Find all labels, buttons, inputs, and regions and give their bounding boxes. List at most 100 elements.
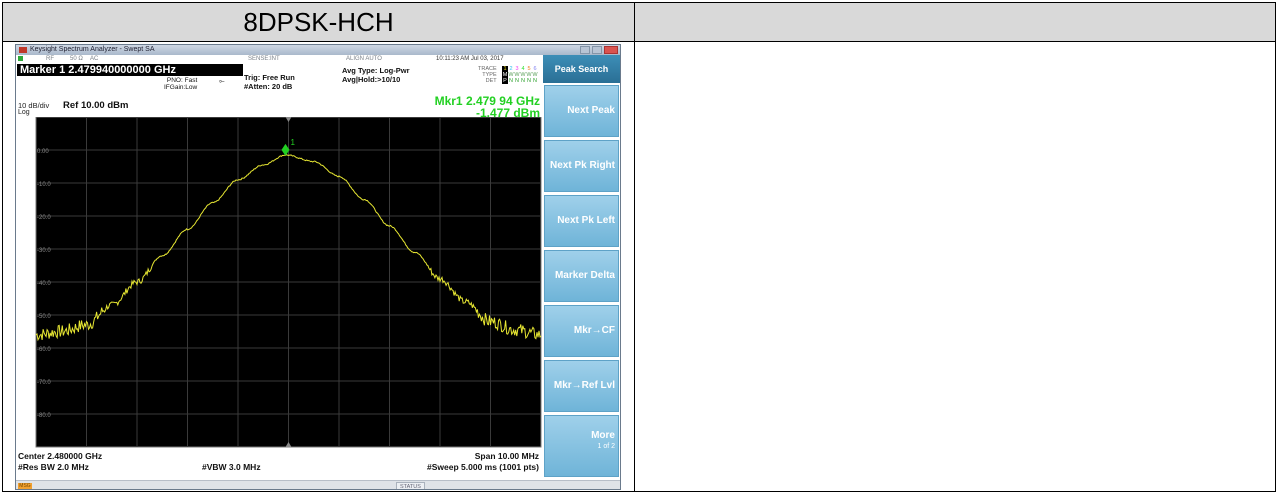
sense-label: SENSE:INT — [248, 56, 280, 62]
coupling-label: AC — [90, 56, 99, 62]
marker-delta-label: Marker Delta — [554, 270, 615, 281]
trace-type-4: W — [520, 72, 526, 78]
marker-frequency-field[interactable]: Marker 1 2.479940000000 GHz — [17, 64, 243, 76]
trace-number-2: 2 — [509, 66, 513, 72]
atten-label: #Atten: 20 dB — [244, 82, 293, 91]
trace-number-4: 4 — [521, 66, 525, 72]
settings-panel: Marker 1 2.479940000000 GHz PNO: Fast IF… — [16, 63, 543, 119]
marker-1-label: 1 — [290, 138, 295, 147]
minimize-button[interactable] — [580, 46, 590, 54]
scale-per-div: 10 dB/div — [18, 101, 50, 110]
next-pk-right-label: Next Pk Right — [549, 160, 615, 171]
trace-number-3: 3 — [515, 66, 519, 72]
sweep-time[interactable]: #Sweep 5.000 ms (1001 pts) — [427, 462, 539, 472]
avg-type-label: Avg Type: Log-Pwr — [342, 66, 410, 75]
more-label: More — [591, 430, 615, 441]
y-tick-label: -40.0 — [37, 281, 51, 287]
status-led-icon — [18, 56, 23, 61]
header-empty-cell — [635, 3, 1275, 42]
trace-det-3: N — [515, 78, 519, 84]
status-indicator[interactable]: STATUS — [396, 482, 425, 489]
trace-det-4: N — [521, 78, 525, 84]
window-title: Keysight Spectrum Analyzer - Swept SA — [30, 46, 155, 53]
window-titlebar: Keysight Spectrum Analyzer - Swept SA — [16, 45, 620, 55]
center-bottom-tick — [285, 442, 292, 447]
pno-label: PNO: Fast — [166, 77, 198, 84]
trace-type-3: W — [514, 72, 520, 78]
msg-icon[interactable]: MSG — [18, 483, 32, 489]
datetime-label: 10:11:23 AM Jul 03, 2017 — [436, 56, 504, 62]
pno-ifgain: PNO: Fast IFGain:Low — [164, 77, 197, 91]
marker-readout-level: -1.477 dBm — [475, 106, 540, 120]
mkr-ref-lvl-label: Mkr→Ref Lvl — [553, 380, 615, 391]
test-mode-title: 8DPSK-HCH — [3, 3, 635, 42]
trace-det-5: N — [527, 78, 531, 84]
mkr-cf-button[interactable]: Mkr→CF — [544, 305, 619, 357]
avg-hold-label: Avg|Hold:>10/10 — [342, 75, 401, 84]
trace-det-2: N — [509, 78, 513, 84]
y-tick-label: -60.0 — [37, 347, 51, 353]
avg-settings: Avg Type: Log-Pwr Avg|Hold:>10/10 — [342, 66, 410, 84]
screenshot-cell — [3, 42, 635, 491]
y-tick-label: -70.0 — [37, 380, 51, 386]
trigger-atten: Trig: Free Run #Atten: 20 dB — [244, 73, 295, 91]
center-frequency[interactable]: Center 2.480000 GHz — [18, 451, 103, 461]
y-tick-label: -50.0 — [37, 314, 51, 320]
message-bar: MSG STATUS — [16, 480, 620, 489]
marker-1-diamond — [281, 143, 290, 156]
close-button[interactable] — [604, 46, 618, 54]
trace-label: TRACE — [478, 66, 497, 72]
y-tick-label: -30.0 — [37, 248, 51, 254]
trace-type-1: M — [502, 72, 508, 78]
softkey-panel: Peak Search Next Peak Next Pk Right Next… — [543, 55, 620, 480]
y-tick-label: -10.0 — [37, 182, 51, 188]
marker-delta-button[interactable]: Marker Delta — [544, 250, 619, 302]
maximize-button[interactable] — [592, 46, 602, 54]
marker-readout: Mkr1 2.479 94 GHz -1.477 dBm — [435, 95, 540, 119]
trigger-icon: ⟜ — [219, 78, 225, 85]
softkey-menu-title: Peak Search — [543, 55, 620, 83]
resolution-bandwidth[interactable]: #Res BW 2.0 MHz — [18, 462, 89, 472]
trace-type-2: W — [508, 72, 514, 78]
impedance-label: 50 Ω — [70, 56, 83, 62]
y-tick-label: -20.0 — [37, 215, 51, 221]
ifgain-label: IFGain:Low — [164, 84, 198, 91]
y-tick-label: 0.00 — [37, 149, 49, 155]
reference-level[interactable]: Ref 10.00 dBm — [63, 100, 129, 111]
trace-type-5: W — [526, 72, 532, 78]
next-peak-button[interactable]: Next Peak — [544, 85, 619, 137]
more-button[interactable]: More 1 of 2 — [544, 415, 619, 477]
trace-number-5: 5 — [527, 66, 531, 72]
next-peak-label: Next Peak — [567, 105, 615, 116]
trace-labels: TRACE TYPE DET — [478, 66, 497, 84]
next-pk-left-label: Next Pk Left — [557, 215, 615, 226]
trig-label: Trig: Free Run — [244, 73, 295, 82]
video-bandwidth[interactable]: #VBW 3.0 MHz — [202, 462, 261, 472]
mkr-cf-label: Mkr→CF — [573, 325, 615, 336]
trace-det-6: N — [533, 78, 537, 84]
scale-row: 10 dB/div Log Ref 10.00 dBm — [16, 97, 543, 117]
mkr-ref-lvl-button[interactable]: Mkr→Ref Lvl — [544, 360, 619, 412]
sweep-settings: Center 2.480000 GHz #Res BW 2.0 MHz #VBW… — [16, 449, 543, 480]
center-top-tick — [285, 117, 292, 122]
det-label: DET — [485, 78, 497, 84]
next-pk-right-button[interactable]: Next Pk Right — [544, 140, 619, 192]
spectrum-analyzer-window: Keysight Spectrum Analyzer - Swept SA RF… — [15, 44, 621, 490]
span[interactable]: Span 10.00 MHz — [474, 451, 539, 461]
trace-number-6: 6 — [533, 66, 537, 72]
next-pk-left-button[interactable]: Next Pk Left — [544, 195, 619, 247]
align-label: ALIGN AUTO — [346, 56, 382, 62]
type-label: TYPE — [482, 72, 497, 78]
y-tick-label: -80.0 — [37, 413, 51, 419]
scale-type: Log — [18, 109, 30, 116]
marker-readout-freq: Mkr1 2.479 94 GHz — [434, 94, 540, 108]
trace-type-6: W — [532, 72, 538, 78]
app-icon — [19, 47, 27, 53]
trace-det-1: P — [502, 78, 508, 84]
spectrum-plot[interactable]: 0.00 -10.0 -20.0 -30.0 -40.0 -50.0 -60.0 -70.0 -… — [16, 117, 543, 449]
